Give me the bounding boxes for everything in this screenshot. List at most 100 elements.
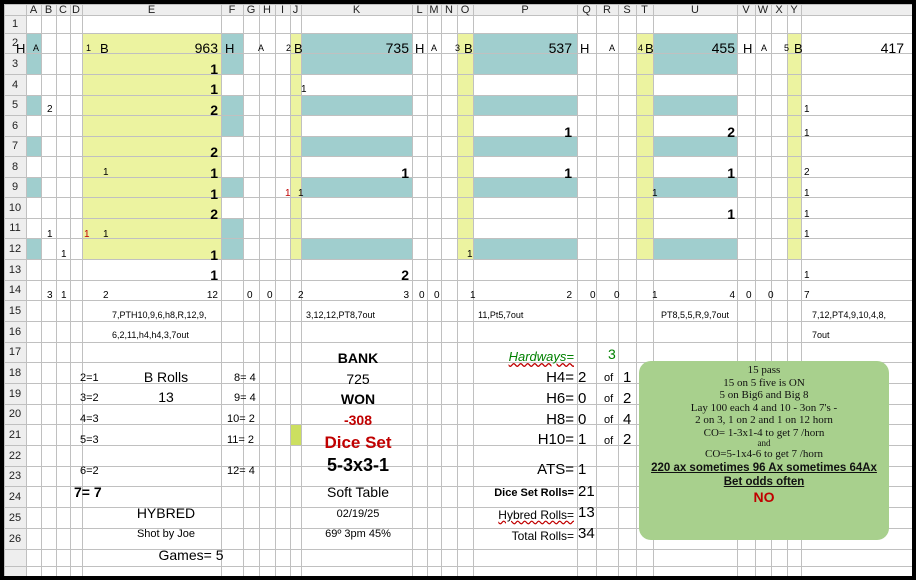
column-header-o[interactable]: O bbox=[460, 4, 470, 16]
cell-games: Games= 5 bbox=[158, 547, 224, 563]
row-header-1[interactable]: 1 bbox=[11, 18, 19, 30]
cell-c18: 3=2 bbox=[80, 392, 99, 404]
cell-r1-g: A bbox=[258, 43, 265, 53]
cell-r14-j: 3,12,12,PT8,7out bbox=[306, 310, 376, 320]
cell-h8-val: 0 bbox=[578, 411, 587, 428]
column-header-u[interactable]: U bbox=[691, 4, 699, 16]
column-header-j[interactable]: J bbox=[292, 4, 299, 16]
column-header-f[interactable]: F bbox=[228, 4, 236, 16]
spreadsheet-grid bbox=[4, 4, 912, 576]
cell-r11-b: 1 bbox=[61, 249, 67, 260]
column-header-s[interactable]: S bbox=[623, 4, 631, 16]
row-header-23[interactable]: 23 bbox=[8, 470, 22, 482]
cell-r13-e: 12 bbox=[206, 290, 218, 301]
cell-r1-w: 5 bbox=[784, 43, 790, 53]
cell-r1-y: 417 bbox=[880, 40, 904, 56]
cell-h8: H8= bbox=[546, 411, 574, 428]
cell-r3-e: 1 bbox=[210, 81, 218, 97]
column-header-p[interactable]: P bbox=[521, 4, 529, 16]
cell-r13-q: 0 bbox=[614, 290, 620, 301]
row-header-21[interactable]: 21 bbox=[8, 428, 22, 441]
cell-table-type: Soft Table bbox=[326, 484, 389, 500]
row-header-25[interactable]: 25 bbox=[8, 511, 22, 524]
row-header-9[interactable]: 9 bbox=[11, 181, 19, 193]
row-header-20[interactable]: 20 bbox=[8, 408, 22, 420]
column-header-t[interactable]: T bbox=[641, 4, 648, 16]
cell-tr-val: 34 bbox=[578, 525, 595, 542]
row-header-12[interactable]: 12 bbox=[8, 242, 22, 255]
cell-r5-t: 2 bbox=[727, 124, 735, 140]
row-header-26[interactable]: 26 bbox=[8, 532, 22, 545]
cell-of1: of bbox=[604, 372, 614, 384]
row-header-5[interactable]: 5 bbox=[11, 99, 19, 111]
cell-r8-e: 1 bbox=[210, 186, 218, 202]
row-header-4[interactable]: 4 bbox=[11, 78, 19, 91]
cell-hardways: Hardways= bbox=[508, 349, 574, 364]
cell-r9-t: 1 bbox=[727, 206, 735, 222]
row-header-14[interactable]: 14 bbox=[8, 284, 22, 296]
cell-of3: of bbox=[604, 414, 614, 426]
cell-h6-val: 0 bbox=[578, 390, 587, 407]
row-header-17[interactable]: 17 bbox=[8, 346, 22, 358]
cell-r13-g: 0 bbox=[267, 290, 273, 301]
row-header-24[interactable]: 24 bbox=[8, 490, 22, 503]
notes-box[interactable]: 15 pass 15 on 5 five is ON 5 on Big6 and B… bbox=[639, 361, 889, 540]
cell-r1-i: B bbox=[294, 41, 303, 56]
cell-r11-n: 1 bbox=[467, 249, 473, 260]
row-header-16[interactable]: 16 bbox=[8, 325, 22, 338]
row-header-10[interactable]: 10 bbox=[8, 201, 22, 214]
cell-r4-e: 2 bbox=[210, 102, 218, 118]
column-header-k[interactable]: K bbox=[352, 4, 361, 16]
row-header-6[interactable]: 6 bbox=[11, 119, 19, 132]
row-header-3[interactable]: 3 bbox=[11, 57, 19, 70]
column-header-v[interactable]: V bbox=[742, 4, 750, 16]
note-line-5: 2 on 3, 1 on 2 and 1 on 12 horn bbox=[695, 414, 833, 426]
column-header-h[interactable]: H bbox=[263, 4, 271, 16]
cell-of4-val: 2 bbox=[623, 431, 632, 448]
cell-r13-x: 7 bbox=[804, 290, 810, 301]
column-header-y[interactable]: Y bbox=[790, 4, 798, 16]
column-header-d[interactable]: D bbox=[72, 4, 80, 16]
note-line-6: CO= 1-3x1-4 to get 7 /horn bbox=[703, 426, 825, 439]
row-header-18[interactable]: 18 bbox=[8, 366, 22, 379]
cell-h10-val: 1 bbox=[578, 431, 587, 448]
row-header-22[interactable]: 22 bbox=[8, 449, 22, 462]
column-header-g[interactable]: G bbox=[246, 4, 256, 16]
column-header-e[interactable]: E bbox=[147, 4, 156, 16]
row-header-2[interactable]: 2 bbox=[11, 37, 19, 49]
cell-r8-h: 1 bbox=[285, 188, 291, 199]
column-header-i[interactable]: I bbox=[280, 4, 285, 16]
cell-r13-u: 0 bbox=[746, 290, 752, 301]
column-header-x[interactable]: X bbox=[775, 4, 783, 16]
cell-r8-s: 1 bbox=[652, 188, 658, 199]
cell-r13-l: 0 bbox=[434, 290, 440, 301]
cell-r12-j: 2 bbox=[401, 267, 409, 283]
row-header-19[interactable]: 19 bbox=[8, 387, 22, 400]
column-header-l[interactable]: L bbox=[416, 4, 423, 16]
cell-r13-t: 4 bbox=[729, 290, 735, 301]
column-header-m[interactable]: M bbox=[429, 4, 439, 16]
cell-r5-x: 1 bbox=[804, 128, 810, 139]
column-header-b[interactable]: B bbox=[44, 4, 53, 16]
cell-dice-set-value: 5-3x3-1 bbox=[326, 455, 390, 475]
cell-r15-y: 7out bbox=[812, 330, 830, 340]
cell-dice-set-label: Dice Set bbox=[324, 433, 392, 452]
row-header-11[interactable]: 11 bbox=[9, 222, 21, 234]
row-header-15[interactable]: 15 bbox=[8, 304, 22, 317]
cell-r1-c: 1 bbox=[86, 43, 92, 53]
row-header-13[interactable]: 13 bbox=[8, 263, 22, 276]
cell-f17: 8= 4 bbox=[234, 372, 256, 384]
cell-ats-val: 1 bbox=[578, 461, 587, 478]
cell-b-rolls-value: 13 bbox=[158, 389, 174, 405]
column-header-a[interactable]: A bbox=[29, 4, 38, 16]
column-header-w[interactable]: W bbox=[757, 4, 769, 16]
column-header-r[interactable]: R bbox=[603, 4, 611, 16]
column-header-c[interactable]: C bbox=[59, 4, 67, 16]
cell-r13-p: 0 bbox=[590, 290, 596, 301]
cell-h10: H10= bbox=[537, 431, 574, 448]
row-header-8[interactable]: 8 bbox=[11, 160, 19, 173]
row-header-7[interactable]: 7 bbox=[11, 140, 19, 152]
column-header-q[interactable]: Q bbox=[582, 4, 591, 16]
column-header-n[interactable]: N bbox=[445, 4, 453, 16]
